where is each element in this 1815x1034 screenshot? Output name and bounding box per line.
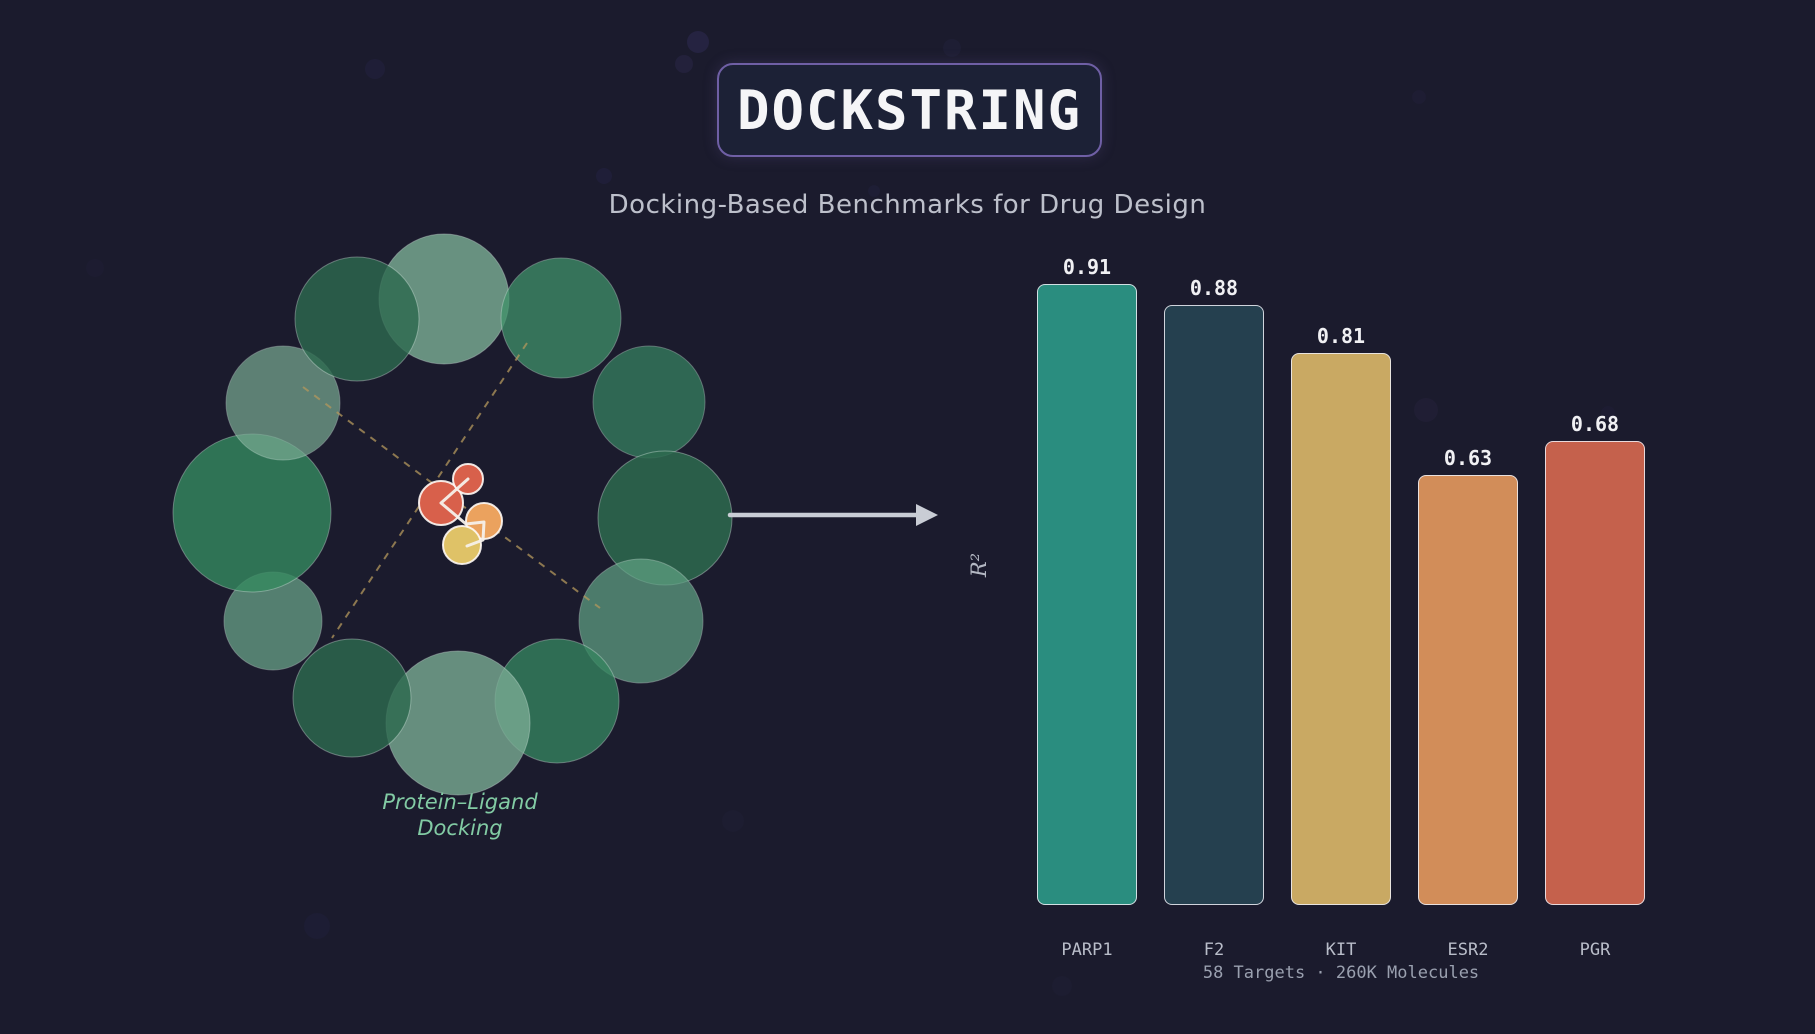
illustration-caption-line2: Docking (417, 816, 503, 840)
ligand-bonds (439, 477, 486, 548)
bar-pgr (1545, 441, 1645, 905)
x-tick-label: ESR2 (1447, 940, 1489, 960)
x-tick-label: F2 (1203, 940, 1225, 960)
ligand-molecule (418, 463, 503, 565)
page-subtitle: Docking-Based Benchmarks for Drug Design (608, 190, 1207, 220)
bar-esr2 (1418, 475, 1518, 905)
x-tick-label: PGR (1579, 940, 1611, 960)
arrow-right-icon (727, 504, 938, 526)
protein-ring (172, 233, 733, 796)
bar-value-label: 0.91 (1062, 255, 1112, 279)
bar-parp1 (1037, 284, 1137, 905)
x-tick-label: KIT (1325, 940, 1357, 960)
x-tick-label: PARP1 (1061, 940, 1113, 960)
bar-f2 (1164, 305, 1264, 905)
title-box: DOCKSTRING (717, 63, 1102, 157)
bar-value-label: 0.63 (1443, 446, 1493, 470)
page-title: DOCKSTRING (736, 78, 1083, 142)
illustration-caption: Protein–Ligand Docking (330, 789, 590, 841)
chart-footer: 58 Targets · 260K Molecules (1202, 963, 1480, 983)
illustration-caption-line1: Protein–Ligand (382, 790, 538, 814)
bar-value-label: 0.68 (1570, 412, 1620, 436)
bar-value-label: 0.81 (1316, 324, 1366, 348)
bar-kit (1291, 353, 1391, 905)
bar-value-label: 0.88 (1189, 276, 1239, 300)
